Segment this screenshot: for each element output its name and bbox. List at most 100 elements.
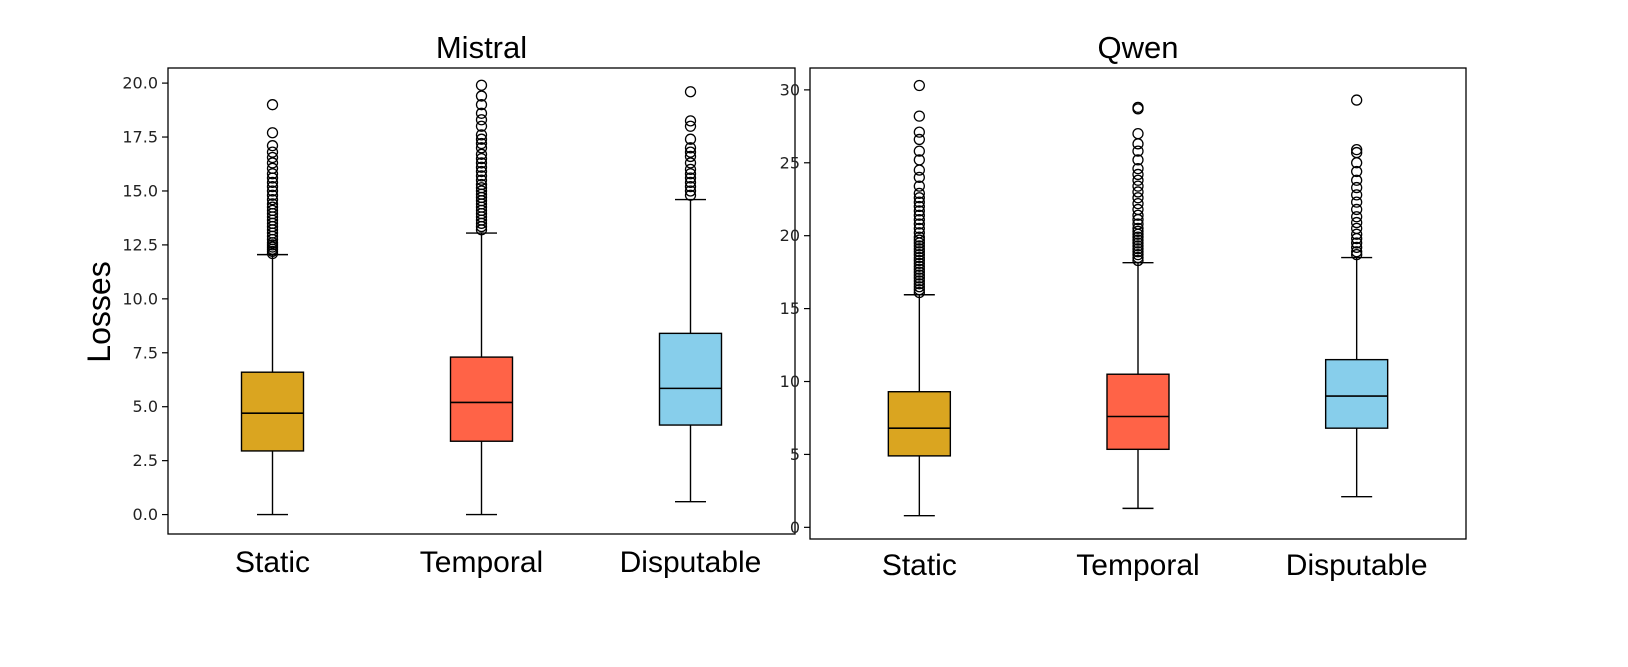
flier-point [913,278,925,290]
flier-point [913,251,925,264]
flier-point [913,283,925,296]
flier-point [1351,246,1363,258]
flier-point [913,275,925,287]
flier-point [913,126,925,138]
flier-point [1132,251,1144,264]
flier-point [1132,218,1144,230]
flier-point [1351,222,1363,235]
flier-point [475,114,488,126]
flier-point [913,218,925,230]
box-disputable [1324,358,1389,429]
flier-point [1351,94,1363,106]
box-disputable [658,332,723,426]
flier-point [1351,189,1363,201]
flier-point [1351,237,1363,249]
panel-title: Qwen [1098,30,1179,65]
flier-point [913,286,925,299]
flier-point [913,133,925,146]
flier-point [266,185,279,197]
flier-point [913,79,925,92]
box-static [240,371,305,452]
flier-point [1351,165,1363,178]
flier-point [913,249,925,261]
flier-point [1351,216,1363,229]
flier-point [684,115,697,127]
flier-point [1351,228,1363,240]
flier-point [475,161,488,173]
flier-point [475,142,488,154]
flier-point [475,170,488,182]
flier-point [1132,231,1144,243]
flier-point [1132,249,1144,261]
flier-point [1351,144,1363,156]
flier-point [913,222,925,235]
y-tick-label: 25 [780,153,800,172]
panel-mistral: Mistral 0.0 2.5 5.0 7.5 10.0 12.5 15.0 17.5 20.0 S… [122,30,796,579]
y-tick-label: 20 [780,226,800,245]
panel-title: Mistral [436,30,527,65]
flier-point [684,172,697,184]
flier-point [1132,154,1144,166]
flier-point [913,254,925,267]
x-category-label: Static [882,549,957,582]
flier-point [913,246,925,258]
flier-point [266,168,279,180]
flier-point [1132,162,1144,175]
flier-point [266,201,279,213]
flier-point [475,107,488,119]
flier-point [913,269,925,281]
flier-point [913,227,925,239]
x-category-label: Disputable [1286,549,1428,582]
flier-point [1132,186,1144,198]
box-temporal [449,356,514,442]
flier-point [913,209,925,221]
flier-point [1132,240,1144,252]
flier-point [913,171,925,184]
flier-point [1132,237,1144,249]
flier-point [475,152,488,165]
flier-point [913,240,925,252]
flier-point [475,90,488,102]
x-category-label: Static [235,546,310,579]
flier-point [475,165,488,178]
flier-point [913,281,925,293]
y-tick-label: 20.0 [122,74,158,93]
flier-point [684,185,697,197]
flier-point [475,185,488,197]
flier-point [913,180,925,192]
y-axis-label: Losses [81,261,117,362]
flier-point [1351,249,1363,261]
flier-point [266,176,279,188]
flier-point [1132,209,1144,221]
y-tick-label: 15.0 [122,181,158,200]
flier-point [913,196,925,208]
flier-point [1132,197,1144,210]
flier-point [475,99,488,111]
flier-point [266,99,279,111]
plot-frame [809,67,1467,540]
flier-point [1132,222,1144,235]
flier-point [1132,192,1144,204]
flier-point [684,157,697,169]
flier-point [913,192,925,204]
flier-point [1132,127,1144,140]
y-tick-label: 5.0 [133,397,158,416]
y-tick-label: 10.0 [122,289,158,308]
flier-point [913,243,925,255]
flier-point [913,266,925,278]
box-static [887,391,952,457]
flier-point [266,162,279,174]
y-tick-label: 7.5 [133,343,158,362]
flier-point [684,168,697,180]
y-tick-label: 2.5 [133,451,158,470]
flier-point [684,189,697,201]
plot-frame [167,67,796,535]
flier-point [1351,146,1363,159]
flier-point [1132,145,1144,157]
y-tick-label: 10 [780,372,800,391]
x-category-label: Disputable [620,546,762,579]
flier-point [1132,101,1144,114]
flier-point [1351,174,1363,186]
flier-point [684,181,697,193]
flier-point [266,193,279,206]
